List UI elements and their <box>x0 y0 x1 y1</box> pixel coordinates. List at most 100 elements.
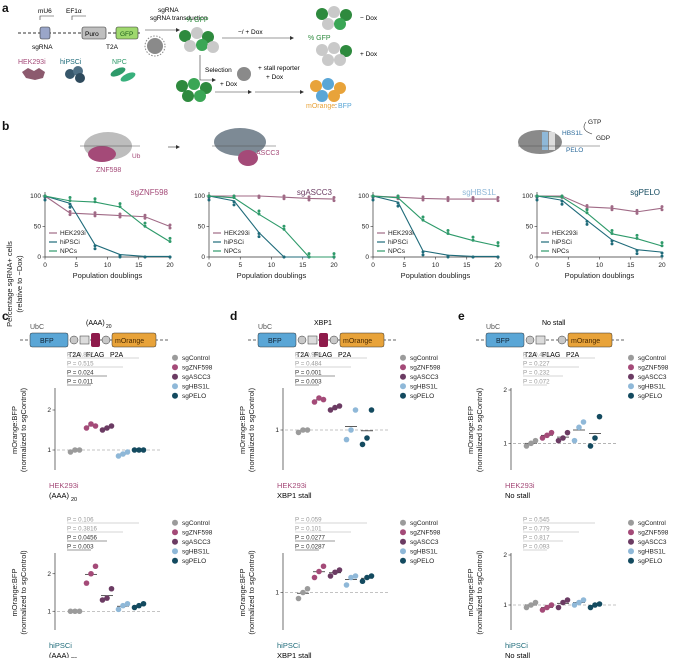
data-point <box>93 214 97 218</box>
data-point <box>496 199 500 203</box>
t2a-label: T2A <box>524 352 537 359</box>
legend-label: sgASCC3 <box>410 539 439 546</box>
legend-label: NPCs <box>224 248 242 255</box>
plus-dox-label-2: + Dox <box>266 74 284 81</box>
panel-b-structures: Ub ZNF598 ASCC3 HBS1L PELO GTP GDP <box>80 119 610 174</box>
dot-plot-d-top: 1 P = 0.949 P = 0.484 P = 0.001 P = 0.003 sgC… <box>238 352 441 501</box>
x-tick-label: 20 <box>658 262 666 269</box>
data-point <box>471 199 475 203</box>
p-value-label: P = 0.024 <box>67 370 94 377</box>
legend-label: sgPELO <box>638 558 662 565</box>
minus-dox-label: − Dox <box>360 15 378 22</box>
data-point-sgPELO <box>140 600 147 607</box>
x-tick-label: 10 <box>596 262 604 269</box>
p-value-label: P = 0.0287 <box>295 544 326 551</box>
data-point-sgHBS1L <box>120 602 126 609</box>
data-point-sgControl <box>72 447 78 453</box>
data-point <box>471 255 475 259</box>
legend-dot <box>172 557 178 564</box>
t2a-box <box>297 335 307 345</box>
flag-box <box>79 335 90 345</box>
aaa-label: (AAA) <box>86 320 105 327</box>
legend-label: NPCs <box>60 248 78 255</box>
data-point <box>496 196 500 200</box>
data-point <box>585 203 589 207</box>
legend-dot <box>172 392 178 399</box>
data-point <box>371 198 375 202</box>
legend-label: sgHBS1L <box>410 384 438 391</box>
data-point <box>93 211 97 215</box>
data-point-sgASCC3 <box>327 407 334 413</box>
legend-dot <box>400 519 406 526</box>
data-point <box>585 211 589 215</box>
legend-label: sgHBS1L <box>182 384 210 391</box>
data-point-sgHBS1L <box>124 449 131 455</box>
data-point-sgZNF598 <box>320 396 327 403</box>
panel-letter-e: e <box>458 309 465 323</box>
data-point-sgASCC3 <box>327 573 334 579</box>
series-line-HEK293i <box>209 195 335 200</box>
transduction-label-1: sgRNA <box>158 7 179 14</box>
legend-label: NPCs <box>552 248 570 255</box>
data-point-sgPELO <box>359 441 366 448</box>
data-point <box>282 227 286 231</box>
stall-label: (AAA) <box>49 651 70 658</box>
legend-label: sgZNF598 <box>182 530 213 537</box>
data-point-sgPELO <box>587 443 594 449</box>
morange-label: mOrange <box>343 338 372 345</box>
data-point <box>282 224 286 228</box>
y-tick-label: 100 <box>358 193 369 200</box>
puro-label: Puro <box>85 31 99 38</box>
data-point <box>446 254 450 258</box>
p-value-label: P = 0.003 <box>295 379 322 386</box>
data-point-sgZNF598 <box>311 399 318 405</box>
data-point <box>560 202 564 206</box>
p-value-label: P = 0.0277 <box>295 535 326 542</box>
x-tick-label: 0 <box>43 262 47 269</box>
series-line-NPCs <box>536 195 663 247</box>
ub-label: Ub <box>132 153 141 160</box>
legend-label: sgZNF598 <box>638 365 669 372</box>
series-line-HEK293i <box>44 195 171 228</box>
data-point <box>471 235 475 239</box>
data-point-sgZNF598 <box>539 607 546 613</box>
data-point <box>610 205 614 209</box>
y-tick-label: 2 <box>503 552 507 559</box>
legend-dot <box>400 364 406 371</box>
plus-dox-label: + Dox <box>220 81 238 88</box>
legend-label: sgHBS1L <box>182 549 210 556</box>
x-tick-label: 5 <box>402 262 406 269</box>
data-point <box>660 208 664 212</box>
x-axis-label: Population doublings <box>237 271 307 280</box>
ascc3-structure: ASCC3 <box>212 128 279 166</box>
data-point-sgZNF598 <box>548 429 555 436</box>
series-line-HEK293i <box>537 195 663 213</box>
bfp-box <box>257 332 297 348</box>
data-point-sgPELO <box>592 435 598 441</box>
flag-label: FLAG <box>542 352 560 359</box>
hek-cell-label: HEK293i <box>18 59 46 66</box>
data-point-sgASCC3 <box>555 604 562 611</box>
data-point <box>446 232 450 236</box>
legend-label: HEK293i <box>224 230 250 237</box>
pct-gfp-label: % GFP <box>186 17 209 24</box>
flag-label: FLAG <box>314 352 332 359</box>
data-point-sgASCC3 <box>104 595 110 601</box>
aaa-sub-label: 20 <box>106 324 112 330</box>
panel-letter-b: b <box>2 119 9 133</box>
t2a-box <box>525 335 535 345</box>
dot-plot-e-bot: 1 2 P = 0.545 P = 0.779 P = 0.817 P = 0.093 sg… <box>466 517 669 661</box>
data-point-sgZNF598 <box>83 425 90 431</box>
t2a-label: T2A <box>106 44 119 51</box>
p-value-label: P = 0.072 <box>523 379 550 386</box>
y-axis-label-2: (normalized to sgControl) <box>19 550 28 635</box>
plot-title: sgHBS1L <box>462 188 496 197</box>
y-tick-label: 100 <box>194 193 205 200</box>
data-point <box>68 196 72 200</box>
legend-dot <box>172 519 178 526</box>
data-point <box>257 235 261 239</box>
y-tick-label: 1 <box>47 608 51 615</box>
data-point <box>307 252 311 256</box>
x-tick-label: 20 <box>166 262 174 269</box>
